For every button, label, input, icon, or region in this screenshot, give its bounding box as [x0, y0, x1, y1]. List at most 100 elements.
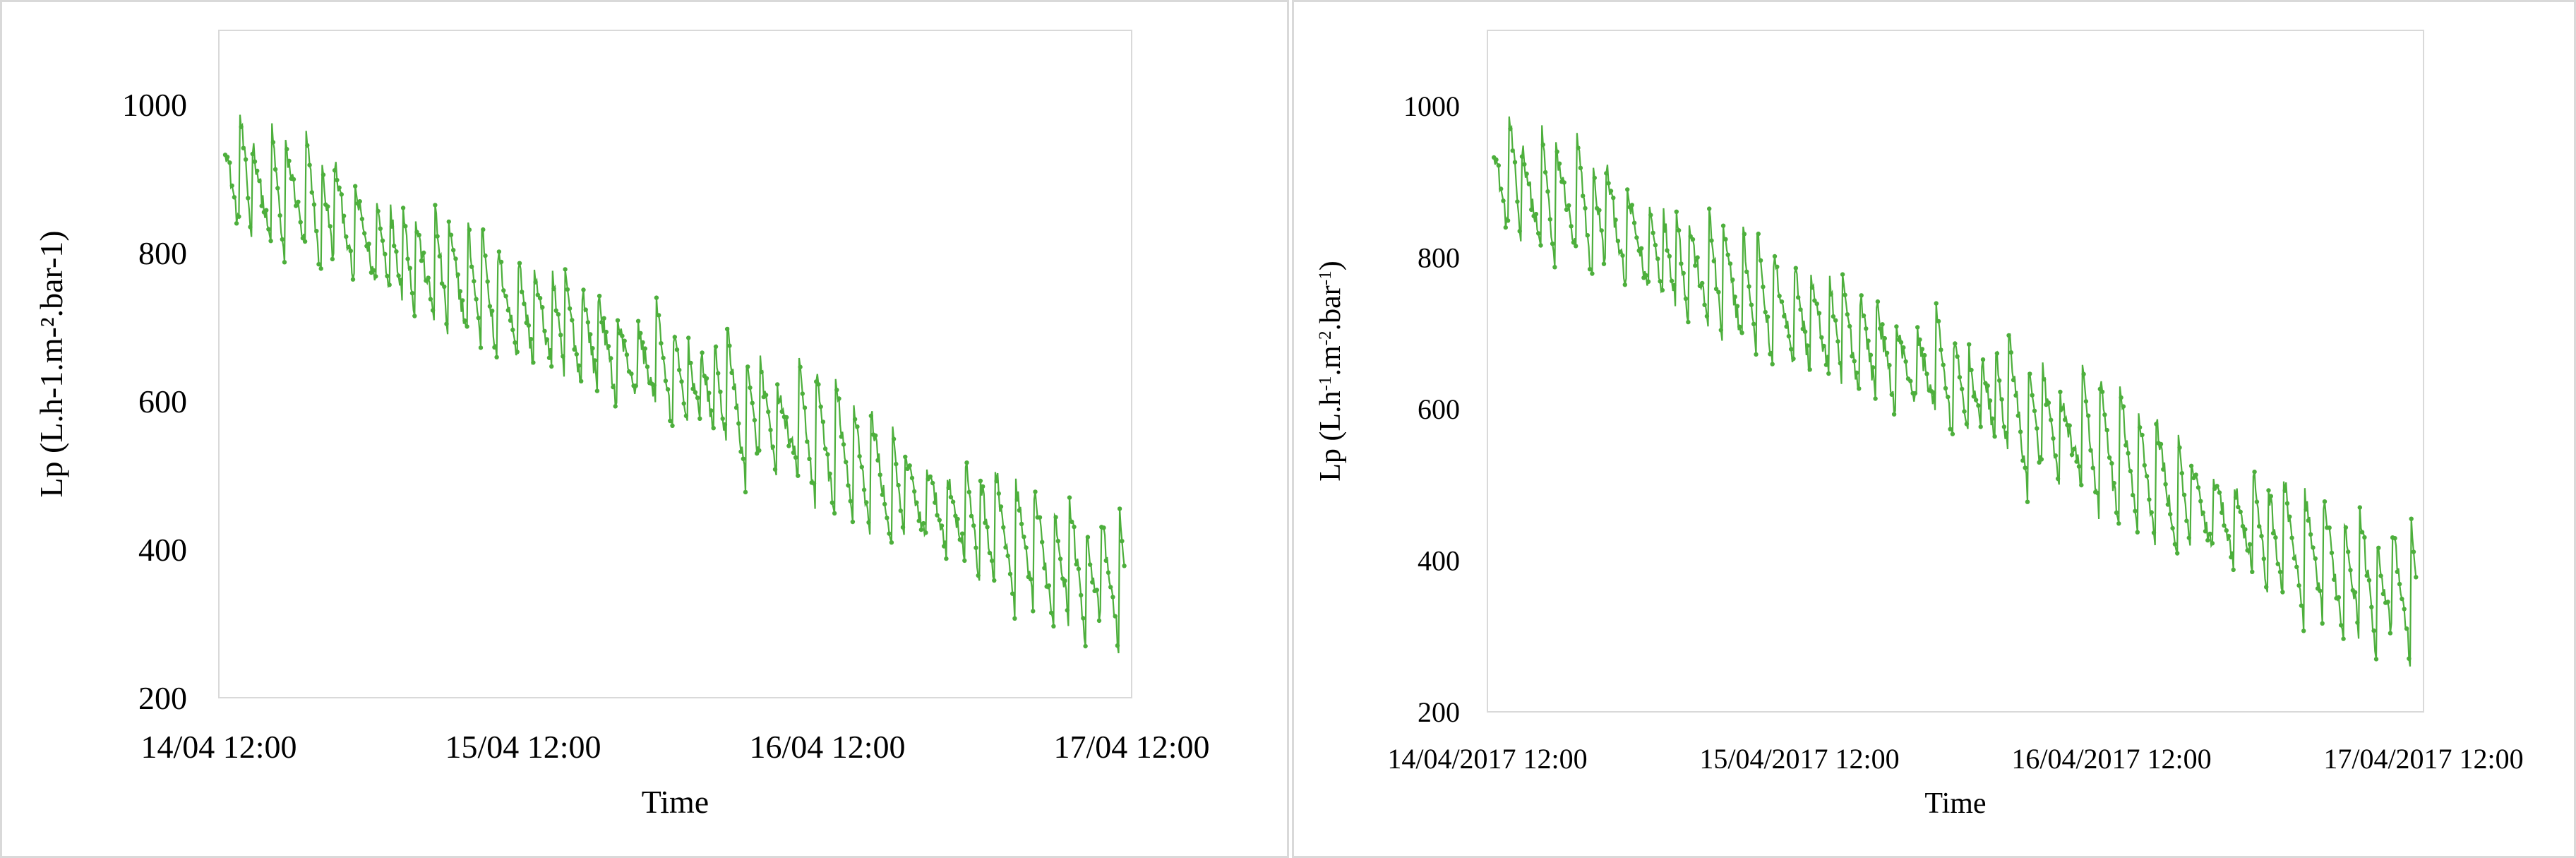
- data-point: [939, 523, 945, 528]
- data-point: [551, 286, 556, 292]
- data-point: [599, 320, 604, 325]
- data-point: [948, 494, 954, 500]
- data-point: [428, 297, 433, 302]
- data-point: [389, 224, 395, 229]
- data-point: [300, 236, 306, 241]
- data-point: [257, 179, 262, 184]
- data-point: [307, 162, 312, 167]
- data-point: [2193, 472, 2198, 477]
- data-point: [2015, 413, 2020, 418]
- data-point: [362, 231, 367, 236]
- data-point: [772, 467, 778, 472]
- data-point: [796, 473, 801, 478]
- data-point: [859, 465, 865, 470]
- data-point: [2287, 514, 2292, 519]
- data-point: [720, 416, 725, 422]
- data-point: [1620, 253, 1625, 258]
- data-point: [2119, 395, 2123, 400]
- data-point: [592, 358, 597, 363]
- data-point: [540, 305, 545, 310]
- data-point: [1725, 252, 1730, 257]
- data-point: [722, 422, 728, 427]
- data-point: [409, 291, 415, 296]
- data-point: [2144, 474, 2150, 479]
- data-point: [2023, 465, 2027, 470]
- data-point: [2343, 525, 2349, 530]
- data-point: [2018, 429, 2023, 434]
- data-point: [225, 155, 230, 160]
- data-point: [309, 190, 314, 195]
- data-point: [2042, 376, 2047, 382]
- data-point: [657, 313, 661, 318]
- data-point: [1953, 341, 1958, 346]
- data-point: [729, 370, 734, 376]
- data-point: [976, 573, 981, 578]
- data-point: [889, 540, 894, 545]
- data-point: [455, 272, 460, 277]
- data-point: [748, 385, 753, 391]
- data-point: [1868, 352, 1874, 357]
- data-point: [969, 513, 974, 518]
- data-point: [2414, 575, 2419, 580]
- data-point: [861, 487, 867, 492]
- data-point: [394, 249, 399, 254]
- data-point: [2378, 573, 2383, 578]
- data-point: [880, 492, 885, 497]
- chart-left: 200 400 600 800 1000 14/04 12:00 15/04 12:00 16…: [33, 30, 1210, 820]
- data-point: [476, 316, 481, 321]
- data-point: [2369, 604, 2374, 609]
- data-point: [282, 260, 287, 265]
- data-point: [1017, 508, 1022, 513]
- data-point: [588, 332, 593, 337]
- data-point: [1718, 328, 1723, 333]
- data-point: [1022, 535, 1026, 540]
- data-point: [1028, 577, 1034, 582]
- data-point: [1601, 261, 1607, 266]
- data-point: [1499, 186, 1504, 191]
- data-point: [1779, 299, 1785, 304]
- data-point: [959, 531, 965, 536]
- data-point: [1941, 362, 1946, 367]
- data-point: [1547, 217, 1552, 222]
- data-point: [533, 280, 538, 285]
- data-point: [227, 160, 232, 165]
- data-point: [1962, 409, 1967, 414]
- data-point: [683, 413, 689, 419]
- data-point: [2163, 482, 2168, 487]
- data-point: [2147, 497, 2152, 502]
- data-point: [264, 208, 269, 213]
- data-point: [1503, 225, 1508, 230]
- data-point: [635, 318, 641, 323]
- data-point: [597, 293, 602, 299]
- data-point: [387, 282, 392, 287]
- data-point: [850, 519, 856, 525]
- data-point: [1864, 326, 1869, 331]
- data-point: [914, 500, 919, 505]
- x-axis-title: Time: [642, 784, 709, 820]
- data-point: [1110, 595, 1115, 600]
- data-point: [1653, 242, 1658, 248]
- data-point: [2407, 656, 2412, 661]
- data-point: [1094, 588, 1100, 592]
- data-point: [1978, 424, 1983, 429]
- data-point: [1585, 233, 1590, 238]
- data-point: [2079, 482, 2084, 488]
- data-point: [1037, 515, 1043, 520]
- data-point: [1081, 616, 1086, 621]
- data-point: [2404, 626, 2409, 631]
- data-point: [672, 335, 677, 340]
- data-point: [2053, 453, 2058, 458]
- data-point: [2154, 422, 2159, 427]
- data-point: [2320, 621, 2325, 626]
- data-point: [1625, 187, 1630, 192]
- data-point: [2142, 463, 2147, 468]
- data-point: [576, 363, 582, 368]
- data-point: [1669, 278, 1675, 283]
- data-point: [2049, 417, 2054, 422]
- data-point: [2222, 523, 2227, 528]
- data-point: [248, 225, 253, 230]
- data-point: [1108, 585, 1113, 590]
- data-point: [873, 433, 878, 438]
- data-point: [2280, 590, 2285, 595]
- data-point: [604, 329, 609, 335]
